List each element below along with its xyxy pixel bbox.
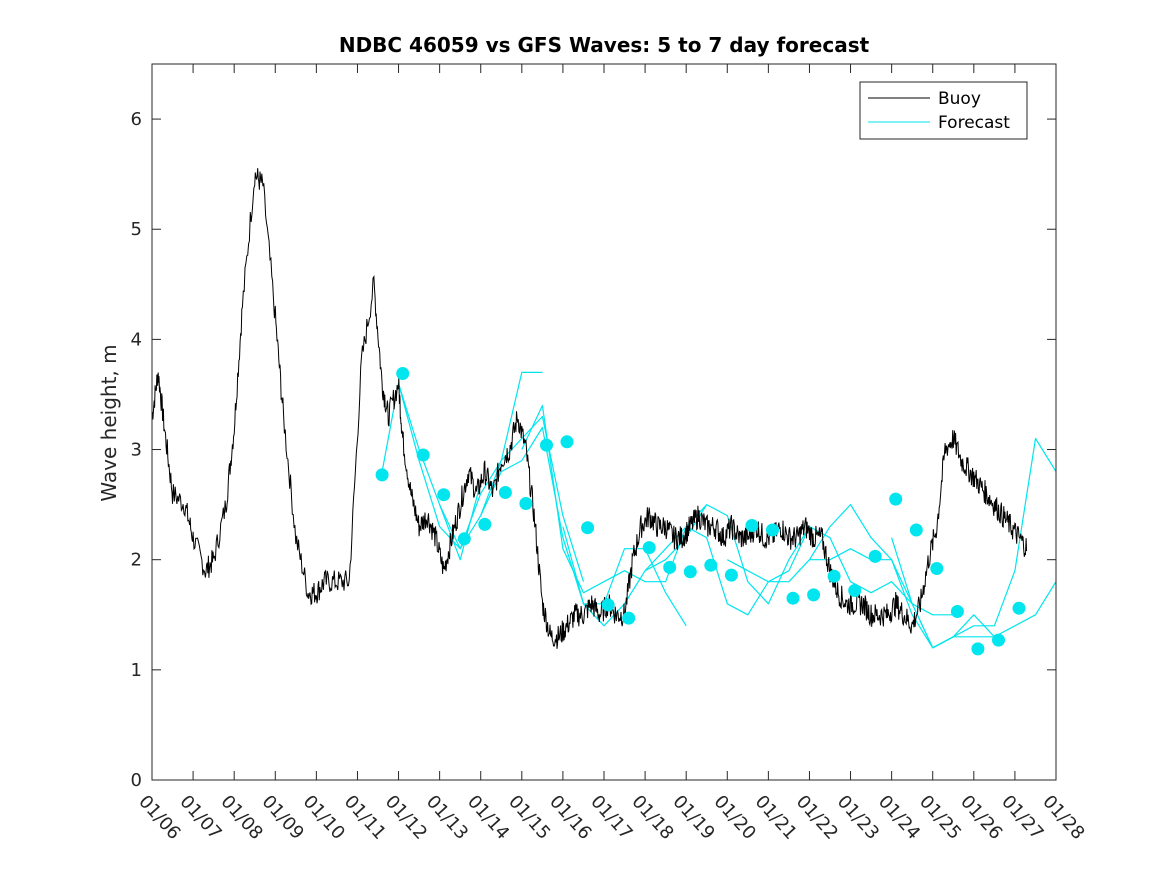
y-axis-label: Wave height, m <box>97 344 121 501</box>
forecast-marker <box>601 598 615 612</box>
y-tick-label: 3 <box>131 440 142 461</box>
y-tick-label: 4 <box>131 329 142 350</box>
forecast-marker <box>581 521 595 535</box>
forecast-marker <box>724 568 738 582</box>
forecast-marker <box>766 523 779 537</box>
forecast-marker <box>1012 601 1026 615</box>
forecast-markers-group <box>375 367 1026 656</box>
forecast-marker <box>683 565 697 579</box>
forecast-marker <box>827 569 841 583</box>
forecast-marker <box>992 633 1005 647</box>
forecast-marker <box>416 448 430 462</box>
forecast-marker <box>930 562 944 575</box>
forecast-marker <box>540 438 553 452</box>
forecast-marker <box>375 468 389 482</box>
plot-area <box>152 64 1056 780</box>
forecast-marker <box>498 486 512 499</box>
forecast-line <box>891 537 1057 649</box>
forecast-marker <box>786 591 800 605</box>
legend-forecast-label: Forecast <box>938 113 1010 133</box>
forecast-marker <box>663 560 677 574</box>
y-axis: 0 1 2 3 4 5 6 <box>131 109 1056 791</box>
legend: Buoy Forecast <box>859 81 1028 140</box>
forecast-marker <box>950 605 964 618</box>
y-tick-label: 0 <box>131 770 142 791</box>
y-tick-label: 6 <box>131 109 142 130</box>
y-tick-label: 1 <box>131 660 142 681</box>
y-tick-label: 2 <box>131 550 142 571</box>
forecast-marker <box>745 519 759 532</box>
legend-box <box>859 81 1028 140</box>
forecast-marker <box>807 588 821 602</box>
forecast-marker <box>560 435 574 449</box>
forecast-marker <box>868 549 882 563</box>
forecast-marker <box>704 558 718 572</box>
forecast-marker <box>642 541 656 555</box>
y-tick-label: 5 <box>131 219 142 240</box>
forecast-marker <box>971 642 985 656</box>
forecast-line <box>644 525 954 616</box>
forecast-marker <box>909 523 923 537</box>
chart-title: NDBC 46059 vs GFS Waves: 5 to 7 day fore… <box>339 33 870 57</box>
forecast-marker <box>478 517 492 531</box>
forecast-line <box>521 404 708 594</box>
forecast-line <box>397 371 543 550</box>
forecast-marker <box>396 367 410 380</box>
forecast-marker <box>622 611 636 625</box>
forecast-marker <box>519 497 533 510</box>
legend-buoy-label: Buoy <box>938 89 981 109</box>
forecast-marker <box>848 584 862 597</box>
forecast-marker <box>437 488 451 502</box>
forecast-marker <box>889 492 903 506</box>
forecast-marker <box>457 532 471 546</box>
